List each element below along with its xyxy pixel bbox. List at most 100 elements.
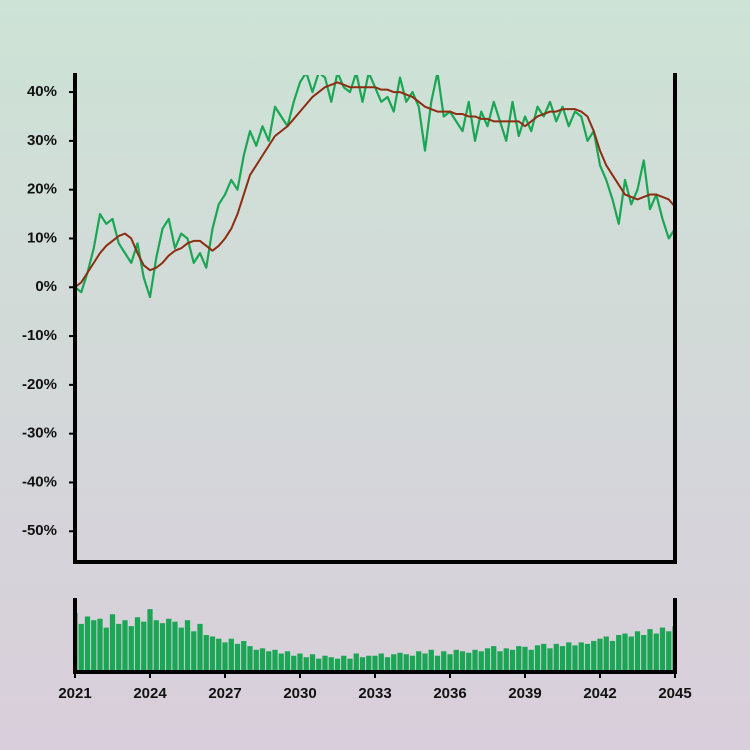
volume-bar — [591, 640, 597, 672]
volume-bar — [228, 638, 234, 672]
volume-bar — [97, 618, 103, 672]
volume-bar — [634, 631, 641, 672]
volume-bar — [334, 658, 341, 672]
volume-bar — [222, 642, 228, 672]
volume-bar — [209, 636, 216, 672]
volume-bar — [266, 651, 272, 672]
axes — [69, 73, 677, 678]
volume-bar — [534, 645, 541, 672]
volume-bar — [447, 654, 453, 672]
volume-bar — [166, 618, 172, 672]
volume-bar — [547, 648, 553, 672]
line-series — [75, 81, 675, 289]
volume-bar — [434, 655, 441, 672]
volume-bar — [241, 640, 247, 672]
volume-bar — [653, 633, 659, 672]
volume-bar — [628, 636, 634, 672]
y-tick-label: 40% — [27, 83, 57, 100]
y-tick-label: -40% — [22, 473, 57, 490]
volume-bar — [128, 626, 134, 672]
volume-bar — [566, 642, 572, 672]
volume-bar — [284, 651, 291, 672]
volume-bar — [109, 614, 116, 672]
volume-bar — [247, 646, 253, 672]
x-tick-label: 2024 — [133, 685, 167, 702]
volume-bar — [503, 648, 509, 672]
volume-bar — [603, 636, 609, 672]
volume-bar — [528, 649, 534, 672]
volume-bar — [203, 635, 209, 672]
price-plot — [75, 75, 675, 299]
x-tick-label: 2033 — [358, 685, 391, 702]
volume-bar — [184, 620, 191, 672]
volume-bar — [609, 640, 616, 672]
y-tick-label: 20% — [27, 181, 57, 198]
price-frame — [73, 73, 677, 564]
volume-bar — [172, 621, 178, 672]
volume-bar — [472, 649, 478, 672]
y-tick-label: 30% — [27, 132, 57, 149]
volume-bar — [559, 646, 566, 672]
volume-bar — [116, 623, 122, 672]
volume-bar — [347, 658, 353, 672]
volume-bar — [616, 635, 622, 672]
y-tick-label: -50% — [22, 522, 57, 539]
volume-bar — [253, 649, 259, 672]
volume-bar — [428, 649, 434, 672]
volume-bar — [403, 654, 409, 672]
volume-bar — [259, 648, 266, 672]
volume-bar — [297, 653, 303, 672]
volume-bar — [359, 657, 366, 672]
volume-bar — [216, 638, 222, 672]
volume-bar — [141, 621, 147, 672]
volume-bar — [553, 643, 559, 672]
volume-bar — [316, 658, 322, 672]
x-tick-label: 2045 — [658, 685, 691, 702]
volume-bar — [453, 649, 459, 672]
volume-bar — [491, 646, 497, 672]
volume-bar — [134, 617, 141, 672]
volume-bar — [122, 620, 128, 672]
volume-bar — [641, 635, 647, 672]
volume-bar — [647, 629, 653, 672]
volume-bar — [509, 649, 516, 672]
volume-bar — [353, 653, 359, 672]
volume-bar — [666, 631, 672, 672]
volume-bar — [384, 657, 391, 672]
volume-bar — [459, 651, 466, 672]
volume-bar — [478, 651, 484, 672]
volume-bar — [397, 652, 403, 672]
volume-bar — [309, 654, 316, 672]
volume-bar — [466, 652, 472, 672]
volume-bar — [622, 633, 628, 672]
volume-bar — [391, 654, 397, 672]
volume-bar — [522, 646, 528, 672]
volume-bar — [303, 657, 309, 672]
y-tick-label: -30% — [22, 425, 57, 442]
volume-bar — [91, 620, 97, 672]
x-tick-label: 2030 — [283, 685, 316, 702]
volume-bar — [572, 645, 578, 672]
volume-bar — [409, 655, 416, 672]
volume-bar — [178, 627, 184, 672]
volume-bar — [597, 638, 603, 672]
y-tick-label: -20% — [22, 376, 57, 393]
volume-bar — [322, 655, 328, 672]
volume-bar — [659, 627, 666, 672]
volume-bar — [328, 657, 334, 672]
x-tick-label: 2042 — [583, 685, 616, 702]
volume-bar — [484, 648, 491, 672]
volume-bar — [147, 609, 153, 672]
volume-bar — [516, 646, 522, 672]
volume-bar — [541, 643, 547, 672]
volume-bar — [103, 627, 109, 672]
volume-bar — [197, 623, 203, 672]
x-tick-label: 2027 — [208, 685, 241, 702]
volume-bar — [378, 653, 384, 672]
x-tick-label: 2036 — [433, 685, 466, 702]
y-tick-label: 10% — [27, 229, 57, 246]
volume-bar — [497, 651, 503, 672]
x-tick-label: 2021 — [58, 685, 91, 702]
volume-bar — [578, 642, 584, 672]
